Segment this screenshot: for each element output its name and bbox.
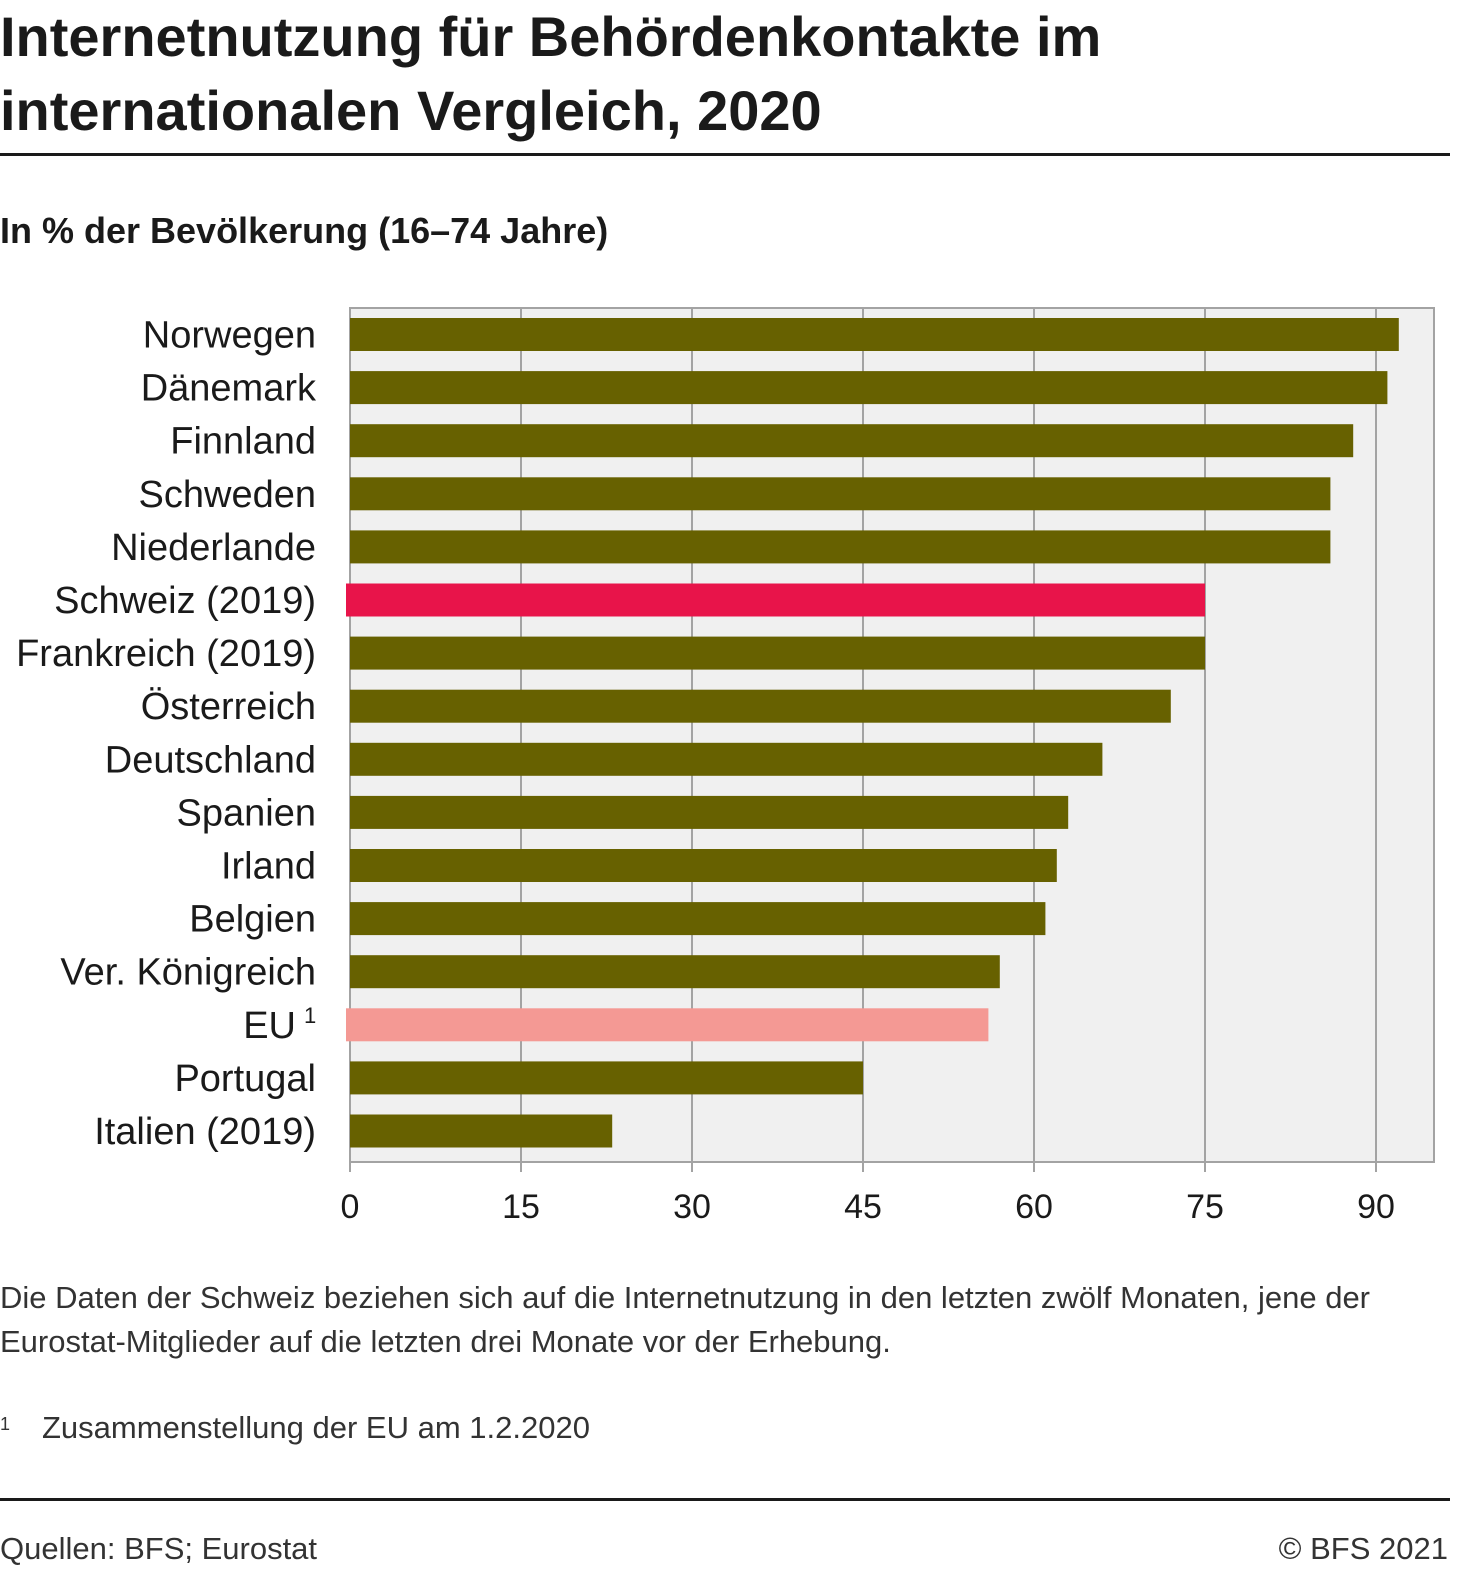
category-label: Dänemark: [141, 368, 317, 410]
bar: [350, 1061, 863, 1095]
title-line-2: internationalen Vergleich, 2020: [0, 79, 822, 142]
bar: [350, 1114, 613, 1148]
bar: [350, 477, 1331, 511]
category-label: Finnland: [170, 421, 316, 463]
x-tick-label: 0: [341, 1188, 360, 1226]
category-label: Deutschland: [105, 739, 316, 781]
bar: [350, 424, 1354, 458]
category-label: Italien (2019): [94, 1111, 316, 1153]
bar: [346, 1008, 989, 1042]
chart-title: Internetnutzung für Behördenkontakte im …: [0, 0, 1300, 148]
bar: [346, 583, 1205, 617]
title-rule: [0, 153, 1450, 156]
chart-note: Die Daten der Schweiz beziehen sich auf …: [0, 1280, 1371, 1359]
copyright-text: © BFS 2021: [1278, 1531, 1448, 1566]
footnote: 1 Zusammenstellung der EU am 1.2.2020: [0, 1406, 590, 1450]
x-tick-label: 60: [1015, 1188, 1053, 1226]
bar: [350, 530, 1331, 564]
bar: [350, 849, 1057, 882]
x-tick-label: 15: [502, 1188, 540, 1226]
category-footnote-marker: 1: [304, 1003, 316, 1028]
footnote-marker: 1: [0, 1414, 11, 1434]
bar-chart: 0 15 30 45 60 75 90 Norwegen Dänemark Finnland Sch…: [16, 307, 1435, 1226]
chart-subtitle: In % der Bevölkerung (16–74 Jahre): [0, 210, 609, 251]
category-label: Ver. Königreich: [60, 952, 316, 994]
bar: [350, 742, 1103, 776]
category-label: Österreich: [141, 686, 316, 728]
category-label: EU: [243, 1005, 296, 1047]
category-label: Norwegen: [143, 315, 316, 357]
x-tick-label: 90: [1357, 1188, 1395, 1226]
bar: [350, 795, 1069, 829]
category-label: Schweden: [139, 474, 316, 516]
x-tick-label: 30: [673, 1188, 711, 1226]
source-text: Quellen: BFS; Eurostat: [0, 1531, 318, 1566]
category-label: Belgien: [189, 899, 316, 941]
category-label: Spanien: [177, 792, 316, 834]
footnote-text: Zusammenstellung der EU am 1.2.2020: [42, 1410, 590, 1445]
footer-rule: [0, 1498, 1450, 1501]
bar: [350, 955, 1000, 989]
bar: [350, 371, 1388, 405]
category-label: Irland: [221, 846, 316, 888]
bar: [350, 902, 1046, 936]
category-label: Schweiz (2019): [54, 580, 316, 622]
x-tick-label: 75: [1186, 1188, 1224, 1226]
category-label: Niederlande: [111, 527, 316, 569]
category-label: Frankreich (2019): [16, 633, 316, 675]
category-label: Portugal: [174, 1058, 316, 1100]
bar: [350, 689, 1171, 723]
bar: [350, 318, 1399, 351]
title-line-1: Internetnutzung für Behördenkontakte im: [0, 5, 1102, 68]
x-tick-label: 45: [844, 1188, 882, 1226]
bar: [350, 636, 1205, 670]
